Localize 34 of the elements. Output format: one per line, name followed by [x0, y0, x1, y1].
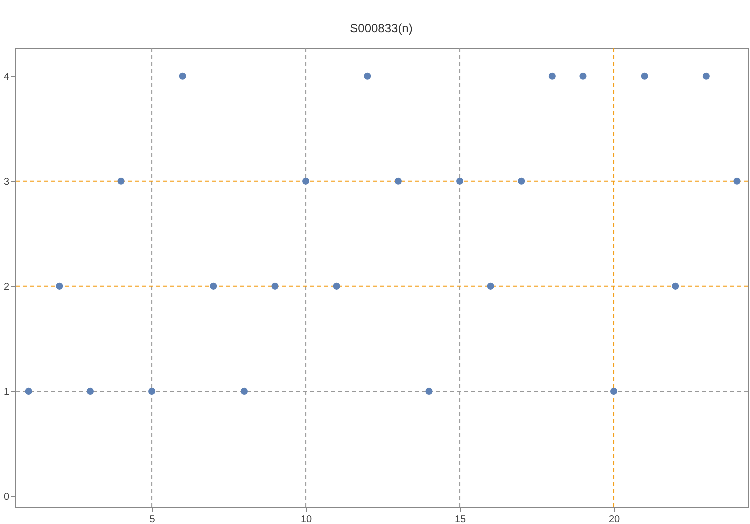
x-tick-label: 20 — [608, 514, 621, 524]
point — [302, 178, 310, 185]
point — [394, 178, 402, 185]
point — [179, 72, 186, 80]
point — [456, 178, 464, 185]
point — [364, 72, 372, 80]
point — [548, 72, 556, 80]
y-tick-label: 4 — [4, 72, 10, 83]
point — [86, 388, 94, 395]
y-tick-label: 2 — [4, 282, 10, 293]
point — [487, 282, 494, 290]
point — [56, 282, 64, 290]
point — [518, 178, 526, 185]
x-tick-label: 5 — [150, 514, 156, 524]
point — [672, 282, 680, 290]
y-tick-label: 3 — [4, 176, 10, 188]
point — [240, 388, 248, 395]
point — [641, 72, 648, 80]
point — [580, 72, 587, 80]
point — [272, 282, 279, 290]
chart-title: S000833(n) — [350, 22, 413, 36]
point — [118, 178, 125, 185]
point — [25, 388, 32, 395]
y-tick-label: 0 — [4, 492, 10, 503]
x-tick-label: 10 — [300, 514, 313, 524]
point — [148, 388, 156, 395]
point — [702, 72, 710, 80]
point — [610, 388, 618, 395]
y-tick-label: 1 — [4, 386, 10, 398]
point — [333, 282, 340, 290]
x-tick-label: 15 — [454, 514, 467, 524]
point — [210, 282, 218, 290]
point — [426, 388, 433, 395]
point — [734, 178, 741, 185]
